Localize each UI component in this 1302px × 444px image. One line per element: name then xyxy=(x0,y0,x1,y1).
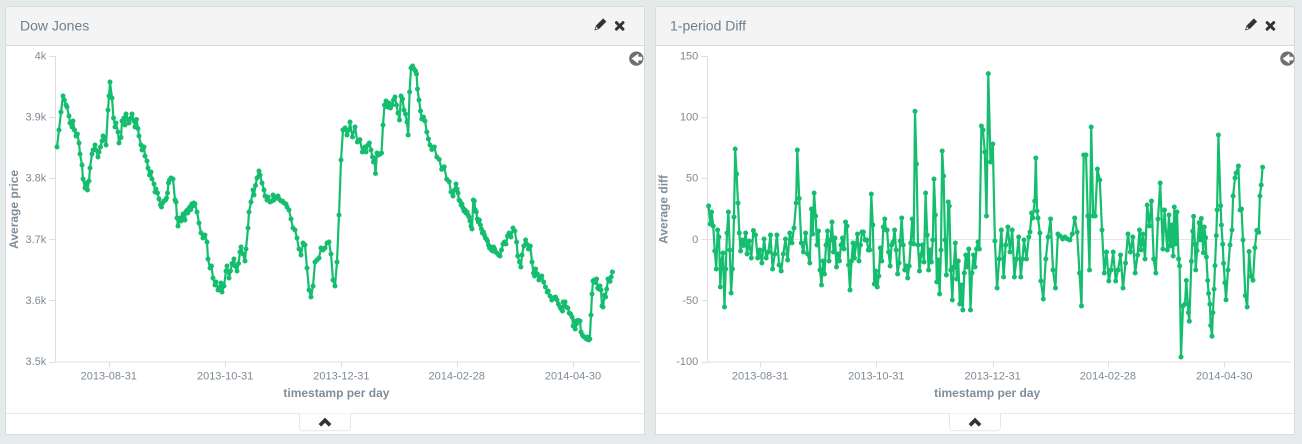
svg-text:timestamp per day: timestamp per day xyxy=(934,386,1040,400)
svg-text:2014-04-30: 2014-04-30 xyxy=(545,371,601,383)
svg-text:3.6k: 3.6k xyxy=(26,295,47,307)
svg-text:50: 50 xyxy=(686,173,698,185)
svg-text:-100: -100 xyxy=(676,356,698,368)
svg-text:2014-04-30: 2014-04-30 xyxy=(1196,371,1252,383)
svg-text:4k: 4k xyxy=(35,51,47,63)
svg-text:2013-12-31: 2013-12-31 xyxy=(964,371,1020,383)
svg-text:3.5k: 3.5k xyxy=(26,356,47,368)
svg-text:Average price: Average price xyxy=(7,170,21,249)
svg-text:2014-02-28: 2014-02-28 xyxy=(429,371,485,383)
svg-text:3.9k: 3.9k xyxy=(26,112,47,124)
svg-text:2013-08-31: 2013-08-31 xyxy=(732,371,788,383)
svg-text:100: 100 xyxy=(680,112,698,124)
svg-text:2013-10-31: 2013-10-31 xyxy=(848,371,904,383)
svg-text:2014-02-28: 2014-02-28 xyxy=(1080,371,1136,383)
svg-text:3.8k: 3.8k xyxy=(26,173,47,185)
svg-text:2013-10-31: 2013-10-31 xyxy=(197,371,253,383)
svg-text:Dow Jones: Dow Jones xyxy=(20,18,89,34)
svg-text:3.7k: 3.7k xyxy=(26,234,47,246)
svg-text:1-period Diff: 1-period Diff xyxy=(670,18,746,34)
svg-text:2013-08-31: 2013-08-31 xyxy=(81,371,137,383)
svg-text:Average diff: Average diff xyxy=(657,174,671,244)
svg-text:timestamp per day: timestamp per day xyxy=(283,386,389,400)
svg-text:0: 0 xyxy=(692,234,698,246)
svg-text:150: 150 xyxy=(680,51,698,63)
svg-text:2013-12-31: 2013-12-31 xyxy=(313,371,369,383)
svg-text:-50: -50 xyxy=(682,295,698,307)
